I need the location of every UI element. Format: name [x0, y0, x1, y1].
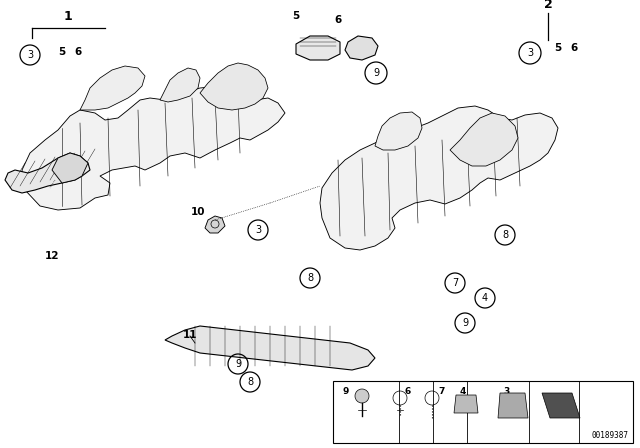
Text: 9: 9	[373, 68, 379, 78]
Polygon shape	[296, 36, 340, 60]
Polygon shape	[375, 112, 422, 150]
Polygon shape	[345, 36, 378, 60]
Text: 6: 6	[74, 47, 82, 57]
Polygon shape	[160, 68, 200, 102]
Text: 3: 3	[527, 48, 533, 58]
Text: 5: 5	[58, 47, 66, 57]
Text: 9: 9	[343, 387, 349, 396]
Polygon shape	[22, 86, 285, 210]
Polygon shape	[5, 153, 90, 193]
Text: 3: 3	[255, 225, 261, 235]
Circle shape	[355, 389, 369, 403]
Text: 11: 11	[183, 330, 197, 340]
Text: 9: 9	[235, 359, 241, 369]
Text: 6: 6	[570, 43, 578, 53]
Text: 4: 4	[482, 293, 488, 303]
Text: 5: 5	[292, 11, 300, 21]
Text: 6: 6	[334, 15, 342, 25]
Text: 4: 4	[460, 387, 466, 396]
Text: 6: 6	[405, 387, 411, 396]
Polygon shape	[542, 393, 580, 418]
Polygon shape	[205, 216, 225, 233]
Polygon shape	[320, 106, 558, 250]
Text: 8: 8	[307, 273, 313, 283]
Polygon shape	[165, 326, 375, 370]
Polygon shape	[454, 395, 478, 413]
Polygon shape	[498, 393, 528, 418]
Text: 10: 10	[191, 207, 205, 217]
Text: 2: 2	[543, 0, 552, 10]
Text: 3: 3	[503, 387, 509, 396]
Polygon shape	[200, 63, 268, 110]
Text: 12: 12	[45, 251, 60, 261]
Text: 00189387: 00189387	[591, 431, 628, 440]
Text: 8: 8	[502, 230, 508, 240]
Text: 1: 1	[63, 9, 72, 22]
Text: 8: 8	[247, 377, 253, 387]
FancyBboxPatch shape	[333, 381, 633, 443]
Polygon shape	[80, 66, 145, 110]
Text: 7: 7	[452, 278, 458, 288]
Polygon shape	[52, 153, 88, 183]
Text: 3: 3	[27, 50, 33, 60]
Polygon shape	[450, 113, 518, 166]
Text: 9: 9	[462, 318, 468, 328]
Text: 7: 7	[439, 387, 445, 396]
Text: 5: 5	[554, 43, 562, 53]
